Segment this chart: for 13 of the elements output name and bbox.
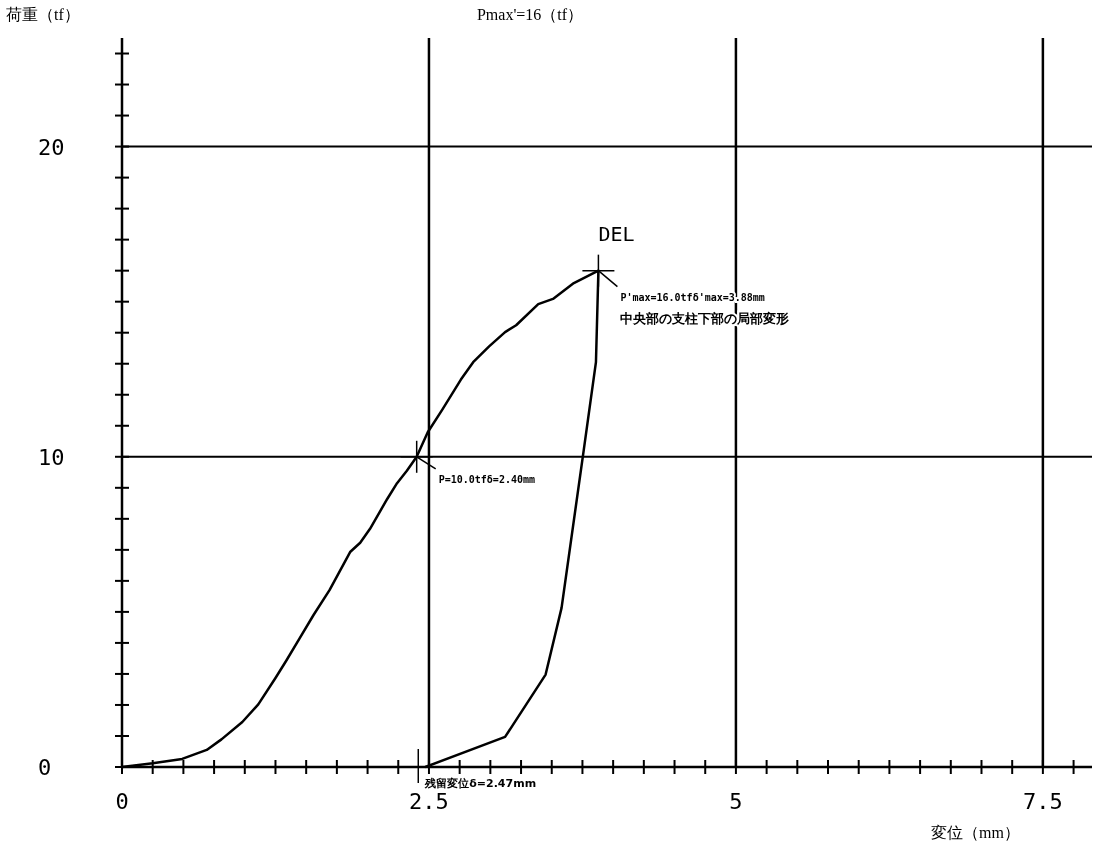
x-tick-label: 7.5	[1023, 789, 1063, 814]
y-axis-title: 荷重（tf）	[6, 6, 80, 23]
x-axis-title: 変位（mm）	[931, 824, 1020, 841]
chart-title: Pmax'=16（tf）	[476, 6, 584, 23]
x-tick-label: 5	[729, 789, 743, 814]
annotation: DEL	[598, 221, 635, 246]
annotation: 残留変位δ=2.47mm	[424, 777, 537, 790]
x-tick-label: 0	[115, 789, 129, 814]
y-tick-label: 0	[38, 755, 52, 780]
y-tick-label: 20	[38, 134, 65, 160]
annotation: P=10.0tfδ=2.40mm	[438, 473, 536, 485]
x-tick-label: 2.5	[409, 789, 449, 814]
y-tick-label: 10	[38, 444, 65, 470]
